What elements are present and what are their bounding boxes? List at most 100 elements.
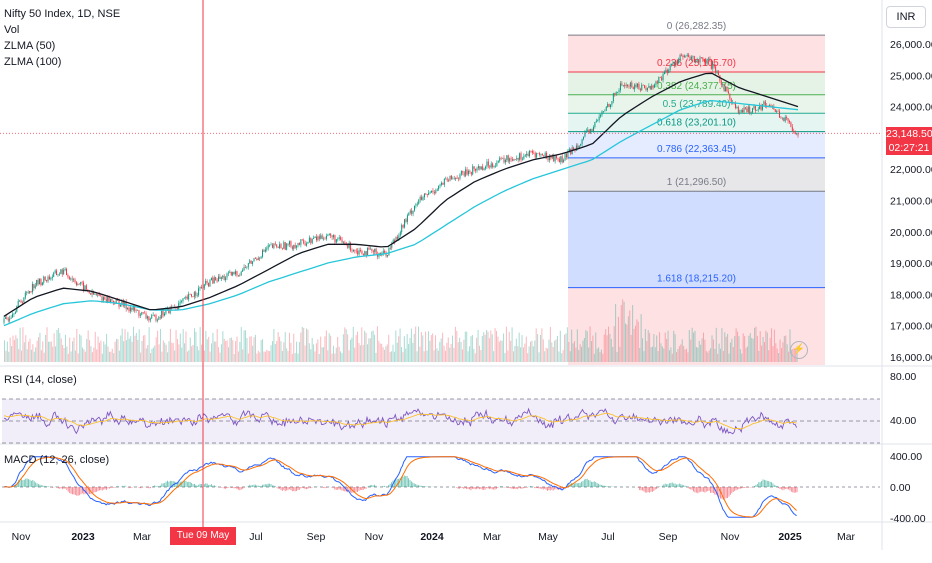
candle-body	[191, 294, 192, 296]
volume-bar	[211, 343, 212, 362]
macd-hist-bar	[340, 487, 341, 490]
volume-bar	[580, 344, 581, 362]
macd-hist-bar	[548, 487, 549, 490]
macd-hist-bar	[727, 487, 728, 498]
candle-body	[548, 158, 549, 160]
volume-bar	[35, 347, 36, 362]
candle-body	[704, 60, 705, 61]
currency-button[interactable]: INR	[886, 6, 926, 28]
macd-hist-bar	[554, 487, 555, 489]
vol-legend[interactable]: Vol	[4, 22, 120, 38]
macd-hist-bar	[289, 487, 290, 489]
candle-body	[369, 248, 370, 250]
volume-bar	[181, 348, 182, 362]
volume-bar	[127, 332, 128, 362]
macd-hist-bar	[157, 486, 158, 487]
candle-body	[563, 160, 564, 163]
macd-hist-bar	[271, 484, 272, 487]
macd-hist-bar	[388, 485, 389, 487]
volume-bar	[170, 329, 171, 362]
volume-bar	[524, 344, 525, 362]
volume-bar	[601, 350, 602, 362]
candle-body	[609, 104, 610, 107]
volume-bar	[380, 343, 381, 362]
candle-body	[343, 242, 344, 243]
candle-body	[741, 110, 742, 112]
volume-bar	[136, 333, 137, 362]
volume-bar	[212, 333, 213, 362]
volume-bar	[204, 351, 205, 362]
candle-body	[397, 237, 398, 239]
volume-bar	[24, 342, 25, 362]
macd-hist-bar	[590, 480, 591, 487]
macd-hist-bar	[746, 487, 747, 488]
candle-body	[76, 282, 77, 285]
volume-bar	[679, 346, 680, 362]
macd-hist-bar	[302, 487, 303, 488]
candle-body	[519, 153, 520, 159]
volume-bar	[485, 335, 486, 362]
volume-bar	[106, 334, 107, 362]
volume-bar	[729, 354, 730, 362]
macd-hist-bar	[187, 482, 188, 487]
volume-bar	[178, 344, 179, 362]
volume-bar	[246, 338, 247, 362]
candle-body	[363, 254, 364, 255]
candle-body	[66, 269, 67, 275]
candle-body	[702, 58, 703, 60]
candle-body	[190, 294, 191, 295]
volume-bar	[775, 343, 776, 362]
candle-body	[776, 111, 777, 112]
macd-hist-bar	[356, 487, 357, 492]
volume-bar	[149, 327, 150, 362]
volume-bar	[139, 329, 140, 362]
candle-body	[663, 74, 664, 80]
chart-stage[interactable]: 26,000.0025,000.0024,000.0023,000.0022,0…	[0, 0, 932, 550]
volume-bar	[395, 330, 396, 362]
volume-bar	[58, 328, 59, 362]
macd-hist-bar	[263, 485, 264, 487]
rsi-title[interactable]: RSI (14, close)	[4, 374, 77, 386]
zlma50-legend[interactable]: ZLMA (50)	[4, 38, 120, 54]
symbol-title[interactable]: Nifty 50 Index, 1D, NSE	[4, 6, 120, 22]
volume-bar	[207, 339, 208, 362]
candle-body	[469, 171, 470, 172]
macd-hist-bar	[261, 486, 262, 487]
candle-body	[252, 262, 253, 264]
volume-bar	[98, 337, 99, 362]
price-axis-label: 24,000.00	[890, 102, 932, 114]
macd-hist-bar	[142, 487, 143, 488]
macd-hist-bar	[775, 486, 776, 487]
volume-bar	[614, 326, 615, 362]
macd-hist-bar	[309, 487, 310, 488]
candle-body	[16, 306, 17, 312]
candle-body	[234, 272, 235, 274]
candle-body	[479, 166, 480, 169]
candle-body	[127, 308, 128, 309]
volume-bar	[268, 351, 269, 362]
candle-body	[325, 239, 326, 240]
candle-body	[407, 215, 408, 221]
candle-body	[553, 156, 554, 161]
macd-hist-bar	[347, 487, 348, 492]
candle-body	[596, 121, 597, 122]
candle-body	[138, 310, 139, 315]
volume-bar	[42, 341, 43, 362]
candle-body	[633, 87, 634, 89]
volume-bar	[205, 331, 206, 362]
candle-body	[180, 302, 181, 303]
macd-hist-bar	[665, 484, 666, 487]
volume-bar	[673, 331, 674, 362]
macd-hist-bar	[242, 487, 243, 489]
macd-hist-bar	[307, 487, 308, 489]
candle-body	[5, 317, 6, 318]
price-chart[interactable]: 26,000.0025,000.0024,000.0023,000.0022,0…	[0, 0, 932, 550]
candle-body	[788, 118, 789, 121]
macd-title[interactable]: MACD (12, 26, close)	[4, 454, 109, 466]
macd-hist-bar	[730, 487, 731, 495]
candle-body	[684, 56, 685, 57]
macd-hist-bar	[146, 487, 147, 488]
macd-hist-bar	[575, 483, 576, 487]
lightning-icon[interactable]: ⚡	[790, 341, 808, 359]
zlma100-legend[interactable]: ZLMA (100)	[4, 54, 120, 70]
